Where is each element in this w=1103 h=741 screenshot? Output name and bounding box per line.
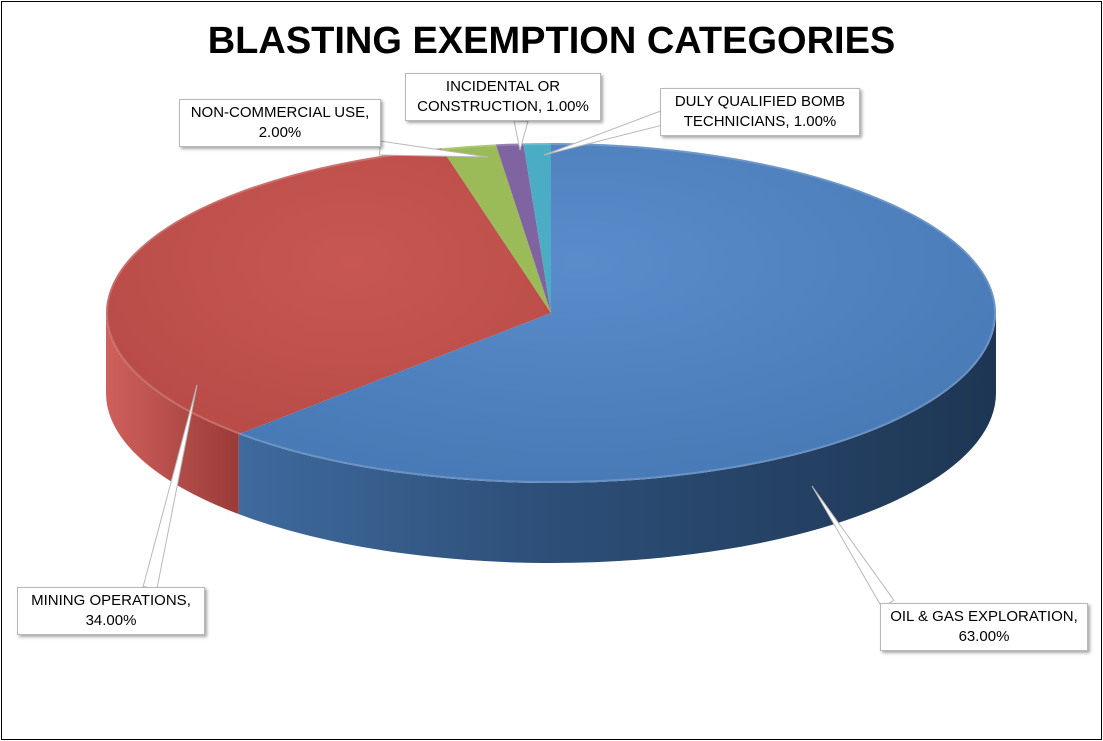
label-oil-gas-value: 63.00% — [958, 628, 1010, 645]
leader-lines — [142, 110, 895, 609]
slice-oil-gas-exploration — [238, 143, 997, 483]
pie-sides — [106, 313, 997, 564]
label-incidental-value: CONSTRUCTION, 1.00% — [417, 98, 589, 115]
slice-mining-operations — [106, 148, 552, 435]
slice-duly-qualified-bomb-technicians — [523, 143, 551, 313]
label-noncommercial: NON-COMMERCIAL USE, 2.00% — [179, 99, 381, 147]
leader-incidental — [513, 120, 529, 151]
label-oil-gas-name: OIL & GAS EXPLORATION, — [890, 608, 1078, 625]
label-incidental-name: INCIDENTAL OR — [445, 78, 561, 95]
slice-non-commercial-use — [441, 144, 551, 313]
label-bomb-tech-name: DULY QUALIFIED BOMB — [674, 93, 846, 110]
leader-noncommercial — [378, 140, 489, 158]
chart-title: BLASTING EXEMPTION CATEGORIES — [207, 20, 896, 62]
label-noncommercial-value: 2.00% — [258, 124, 302, 141]
slice-side-oil-gas-exploration — [238, 313, 997, 564]
label-incidental: INCIDENTAL OR CONSTRUCTION, 1.00% — [405, 73, 601, 121]
pie-rim — [106, 143, 996, 483]
label-mining-value: 34.00% — [85, 612, 137, 629]
slice-incidental-or-construction — [495, 143, 551, 313]
label-mining-name: MINING OPERATIONS, — [31, 592, 191, 609]
label-bomb-tech-value: TECHNICIANS, 1.00% — [683, 113, 837, 130]
slice-side-mining-operations — [106, 313, 239, 515]
label-oil-gas: OIL & GAS EXPLORATION, 63.00% — [880, 603, 1088, 651]
label-mining: MINING OPERATIONS, 34.00% — [17, 587, 205, 635]
pie-top — [106, 143, 997, 483]
label-noncommercial-name: NON-COMMERCIAL USE, — [190, 104, 370, 121]
label-bomb-tech: DULY QUALIFIED BOMB TECHNICIANS, 1.00% — [660, 88, 860, 136]
